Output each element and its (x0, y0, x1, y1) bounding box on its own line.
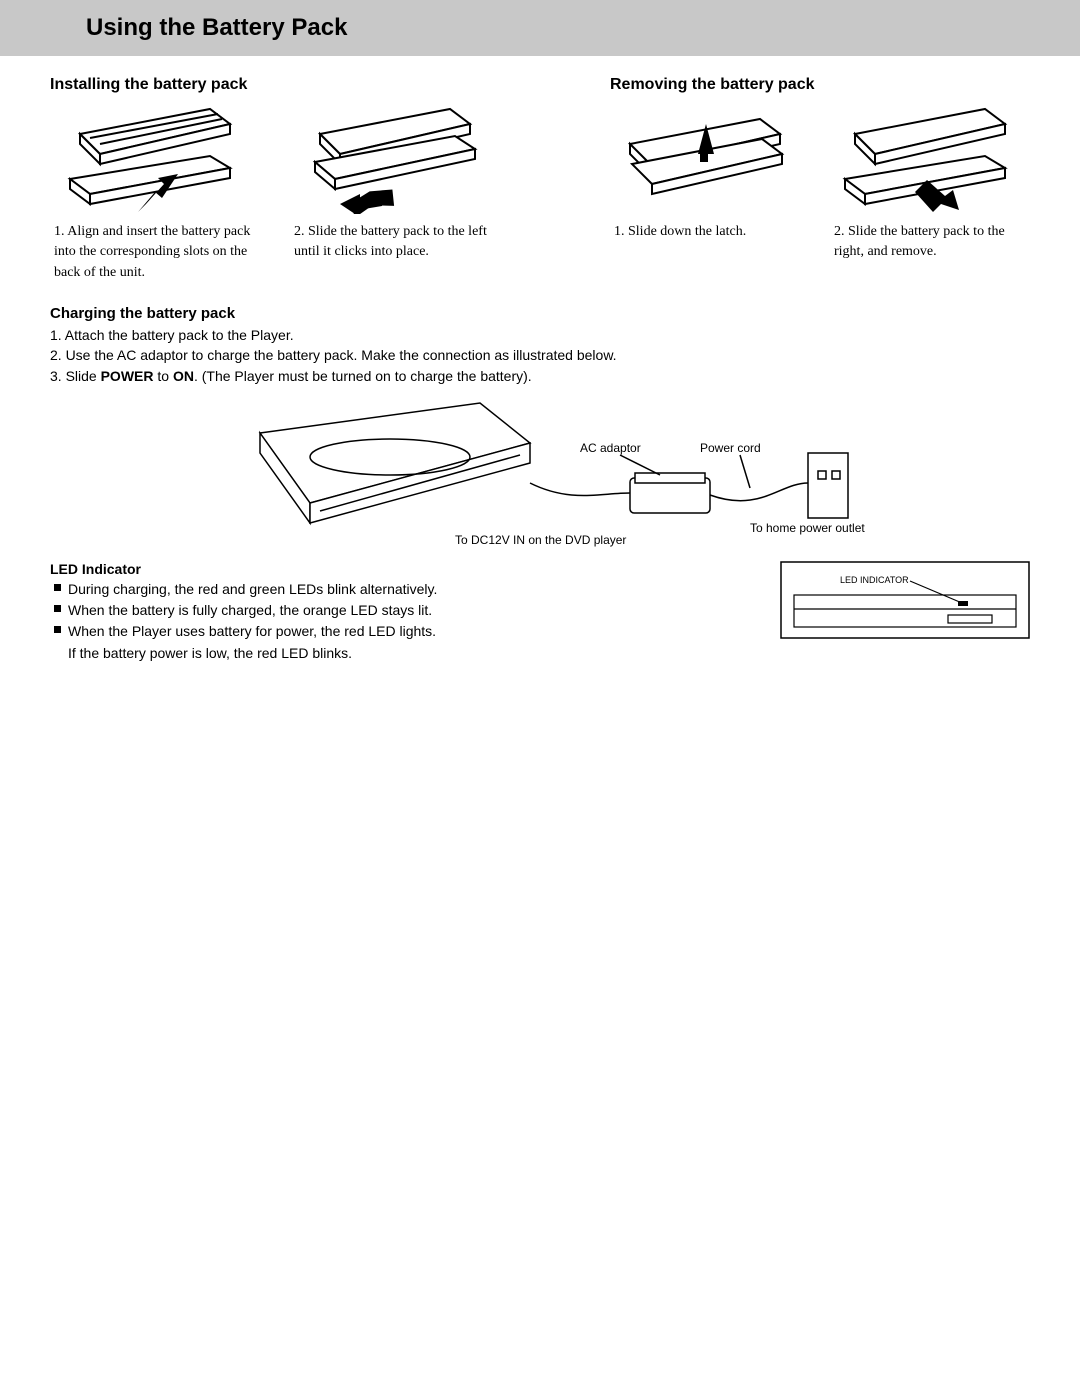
charging-diagram: AC adaptor Power cord To DC12V IN on the… (60, 393, 1020, 553)
label-power-cord: Power cord (700, 441, 761, 455)
led-item-3: When the Player uses battery for power, … (50, 621, 610, 641)
label-to-dc: To DC12V IN on the DVD player (455, 533, 626, 547)
charging-step-2: 2. Use the AC adaptor to charge the batt… (50, 346, 1030, 366)
install-step1-illustration (60, 104, 250, 214)
manual-page: Using the Battery Pack Installing the ba… (0, 0, 1080, 664)
remove-step1-text: 1. Slide down the latch. (610, 222, 800, 242)
install-heading: Installing the battery pack (50, 76, 540, 94)
install-steps: 1. Align and insert the battery pack int… (50, 104, 540, 283)
remove-step2-text: 2. Slide the battery pack to the right, … (830, 222, 1030, 263)
remove-step-2: 2. Slide the battery pack to the right, … (830, 104, 1030, 263)
title-bar: Using the Battery Pack (0, 0, 1080, 56)
charging-step-1: 1. Attach the battery pack to the Player… (50, 326, 1030, 346)
charging-section: Charging the battery pack 1. Attach the … (50, 305, 1030, 553)
led-item-2: When the battery is fully charged, the o… (50, 600, 610, 620)
install-section: Installing the battery pack (50, 76, 540, 283)
install-step2-text: 2. Slide the battery pack to the left un… (290, 222, 500, 263)
install-remove-row: Installing the battery pack (50, 76, 1030, 283)
install-step-2: 2. Slide the battery pack to the left un… (290, 104, 500, 283)
charging-heading: Charging the battery pack (50, 305, 1030, 322)
led-list: During charging, the red and green LEDs … (50, 579, 610, 663)
led-item-1: During charging, the red and green LEDs … (50, 579, 610, 599)
label-to-outlet: To home power outlet (750, 521, 865, 535)
page-title: Using the Battery Pack (86, 14, 1080, 42)
content: Installing the battery pack (0, 56, 1080, 664)
install-step-1: 1. Align and insert the battery pack int… (50, 104, 260, 283)
remove-step-1: 1. Slide down the latch. (610, 104, 800, 263)
install-step2-illustration (300, 104, 490, 214)
remove-step2-illustration (835, 104, 1025, 214)
led-indicator-diagram: LED INDICATOR (780, 561, 1030, 639)
led-section: LED Indicator During charging, the red a… (50, 561, 1030, 664)
remove-heading: Removing the battery pack (610, 76, 1030, 94)
install-step1-text: 1. Align and insert the battery pack int… (50, 222, 260, 283)
label-ac-adaptor: AC adaptor (580, 441, 641, 455)
remove-steps: 1. Slide down the latch. (610, 104, 1030, 263)
charging-step-3: 3. Slide POWER to ON. (The Player must b… (50, 367, 1030, 387)
led-text: LED Indicator During charging, the red a… (50, 561, 610, 664)
led-item-sub: If the battery power is low, the red LED… (50, 643, 610, 663)
charging-steps: 1. Attach the battery pack to the Player… (50, 326, 1030, 387)
led-diagram-label: LED INDICATOR (840, 575, 909, 585)
led-heading: LED Indicator (50, 561, 610, 577)
remove-step1-illustration (610, 104, 800, 214)
remove-section: Removing the battery pack (610, 76, 1030, 283)
